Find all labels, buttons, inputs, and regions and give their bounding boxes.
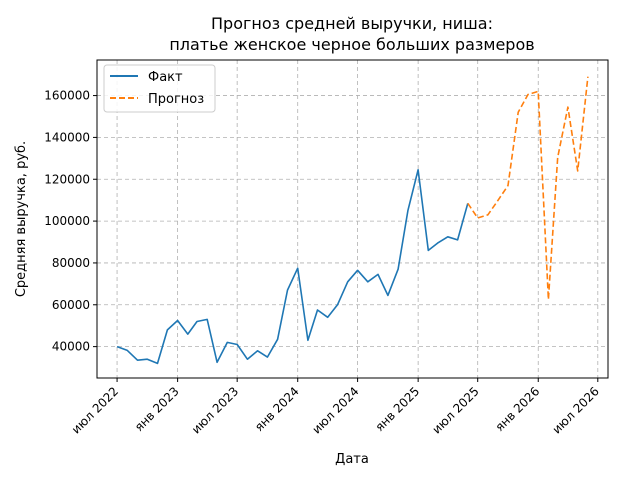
y-tick-label: 80000	[52, 256, 90, 270]
y-axis-label: Средняя выручка, руб.	[14, 141, 29, 297]
y-tick-label: 140000	[44, 130, 90, 144]
legend-label-fact: Факт	[148, 70, 183, 85]
x-tick-label: янв 2024	[252, 384, 302, 434]
x-tick-label: июл 2022	[69, 384, 121, 436]
y-tick-label: 60000	[52, 298, 90, 312]
x-tick-label: янв 2023	[132, 384, 182, 434]
legend: Факт Прогноз	[103, 64, 216, 113]
x-tick-label: июл 2025	[430, 384, 482, 436]
x-axis: июл 2022 янв 2023 июл 2023 янв 2024 июл 2024…	[69, 378, 602, 437]
chart-title-line-2: платье женское черное больших размеров	[169, 35, 534, 54]
chart-title-line-1: Прогноз средней выручки, ниша:	[211, 14, 493, 33]
x-tick-label: июл 2023	[189, 384, 241, 436]
x-tick-label: янв 2025	[372, 384, 422, 434]
plot-frame	[96, 59, 609, 379]
x-tick-label: июл 2026	[550, 384, 602, 436]
y-tick-label: 40000	[52, 340, 90, 354]
series-layer	[116, 76, 589, 365]
series-line-1	[467, 76, 589, 301]
x-axis-label: Дата	[335, 452, 369, 467]
y-tick-label: 100000	[44, 214, 90, 228]
series-line-0	[116, 169, 469, 365]
y-tick-label: 160000	[44, 89, 90, 103]
legend-label-forecast: Прогноз	[148, 92, 204, 107]
x-tick-label: янв 2026	[493, 384, 543, 434]
y-axis: 40000 60000 80000 100000 120000 140000 160000	[44, 89, 97, 354]
x-tick-label: июл 2024	[309, 384, 361, 436]
y-tick-label: 120000	[44, 172, 90, 186]
